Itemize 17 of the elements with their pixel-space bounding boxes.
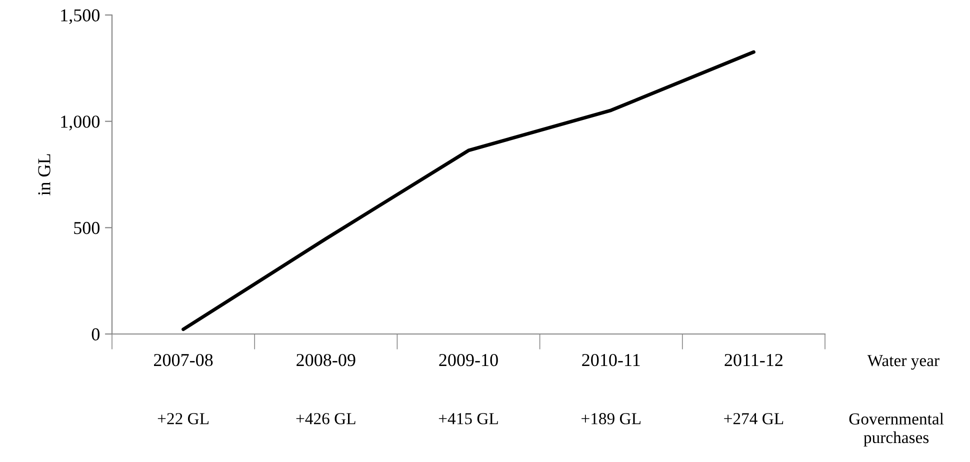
text: +274 GL — [724, 413, 784, 424]
text: +22 GL — [158, 413, 209, 424]
text: +426 GL — [296, 413, 356, 424]
x-axis-title: Water year — [867, 355, 940, 370]
text: +415 GL — [438, 413, 498, 424]
y-tick-label: 1,000 — [61, 116, 100, 130]
x-tick-label: 2008-09 — [296, 354, 356, 366]
y-axis-title: in GL — [38, 154, 50, 196]
text: +189 GL — [582, 413, 640, 424]
text: Governmental purchases — [849, 412, 944, 447]
y-tick-label: 1,500 — [61, 9, 100, 24]
x-tick-label: 2009-10 — [439, 354, 498, 366]
x-tick-label: 2010-11 — [582, 354, 640, 366]
x-tick-label: 2007-08 — [154, 354, 213, 366]
y-tick-label: 500 — [74, 222, 100, 234]
x-tick-label: 2011-12 — [724, 354, 782, 366]
y-tick-label: 0 — [92, 328, 100, 340]
